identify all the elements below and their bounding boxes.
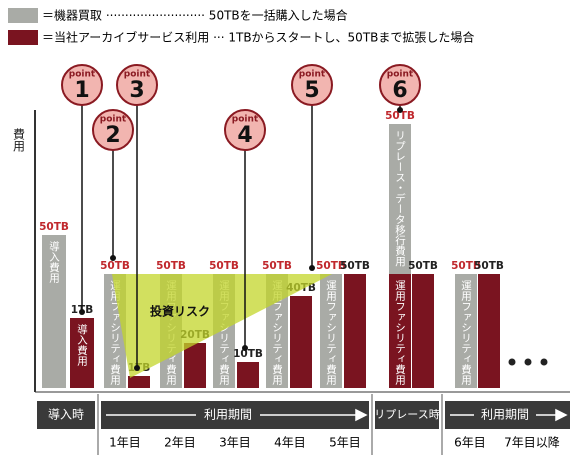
bar-text: リプレース・データ移行費用 (394, 130, 406, 267)
bar-text: 導入費用 (48, 240, 60, 284)
point-word: point (124, 70, 151, 80)
bar (389, 274, 411, 388)
x-tick-label: 3年目 (219, 436, 251, 450)
x-tick-label: 6年目 (454, 436, 486, 450)
bar-text: 運用ファシリティ費用 (325, 280, 337, 386)
legend-swatch (8, 8, 38, 23)
bar-label: 50TB (451, 260, 481, 272)
ellipsis-dot (508, 358, 516, 366)
bar (70, 318, 94, 388)
bar (412, 274, 434, 388)
point-word: point (69, 70, 96, 80)
phase-label: 利用期間 (204, 408, 252, 422)
bar-text: 運用ファシリティ費用 (460, 280, 472, 386)
point-badge (61, 64, 103, 106)
point-end (79, 309, 85, 315)
bar (237, 362, 259, 388)
bar-label: 50TB (408, 260, 438, 272)
risk-area (112, 274, 332, 378)
x-tick-label: 7年目以降 (504, 436, 560, 450)
point-word: point (299, 70, 326, 80)
risk-label: 投資リスク (150, 304, 210, 319)
point-badge (92, 109, 134, 151)
phase-label: 利用期間 (481, 408, 529, 422)
bar (290, 296, 312, 388)
point-badge (224, 109, 266, 151)
point-number: 1 (74, 78, 89, 103)
bar-text: 運用ファシリティ費用 (394, 280, 406, 386)
point-number: 4 (237, 123, 252, 148)
bar-label: 50TB (474, 260, 504, 272)
point-number: 2 (105, 123, 120, 148)
point-end (110, 255, 116, 261)
phase-block (375, 401, 439, 429)
point-word: point (100, 115, 127, 125)
bar-label: 50TB (385, 110, 415, 122)
x-tick-label: 5年目 (329, 436, 361, 450)
y-axis-label: 費用 (12, 127, 26, 153)
point-badge (291, 64, 333, 106)
bar (128, 376, 150, 388)
bar (42, 235, 66, 388)
bar-label: 50TB (209, 260, 239, 272)
bar (320, 274, 342, 388)
phase-label-bg (196, 406, 260, 424)
bar (344, 274, 366, 388)
point-number: 3 (129, 78, 144, 103)
point-number: 6 (392, 78, 407, 103)
ellipsis-dot (524, 358, 532, 366)
x-tick-label: 4年目 (274, 436, 306, 450)
legend-swatch (8, 30, 38, 45)
legend-label: ＝当社アーカイブサービス利用 ··· 1TBからスタートし、50TBまで拡張した… (42, 30, 474, 45)
phase-arrow (106, 408, 368, 422)
bar-label: 10TB (233, 348, 263, 360)
bar-text: 運用ファシリティ費用 (271, 280, 283, 386)
bar-text: 導入費用 (76, 323, 88, 367)
point-end (397, 107, 403, 113)
point-badge (379, 64, 421, 106)
bar-label: 50TB (316, 260, 346, 272)
bar-label: 50TB (262, 260, 292, 272)
bar (184, 343, 206, 388)
point-end (309, 265, 315, 271)
point-word: point (387, 70, 414, 80)
point-end (134, 365, 140, 371)
bar-label: 50TB (39, 221, 69, 233)
point-word: point (232, 115, 259, 125)
x-tick-label: 1年目 (109, 436, 141, 450)
ellipsis-dot (540, 358, 548, 366)
bar-label: 50TB (100, 260, 130, 272)
bar (478, 274, 500, 388)
point-number: 5 (304, 78, 319, 103)
phase-label: 導入時 (48, 408, 84, 422)
x-tick-label: 2年目 (164, 436, 196, 450)
point-badge (116, 64, 158, 106)
bar-label: 50TB (156, 260, 186, 272)
bar (389, 124, 411, 274)
bar-label: 50TB (340, 260, 370, 272)
phase-label: リプレース時 (374, 408, 439, 421)
phase-label-bg (474, 406, 536, 424)
phase-arrow (450, 408, 568, 422)
point-end (242, 345, 248, 351)
bar (455, 274, 477, 388)
legend-label: ＝機器買取 ·························· 50TBを一括… (42, 8, 348, 23)
phase-block (37, 401, 95, 429)
